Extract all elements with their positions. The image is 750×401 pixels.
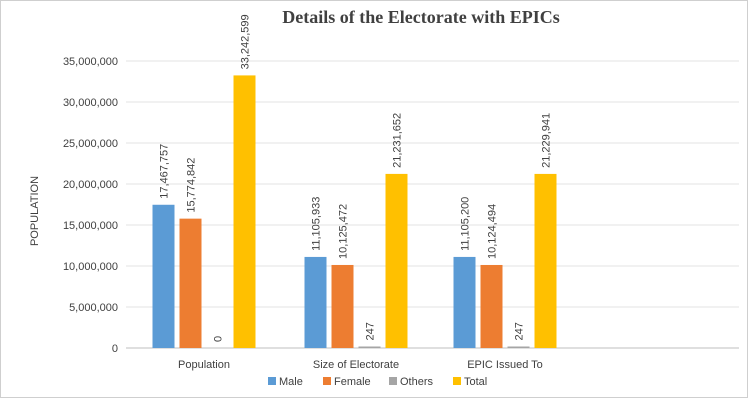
- data-labels: 17,467,757 15,774,842 0 33,242,599 11,105,93…: [159, 14, 553, 342]
- legend: Male Female Others Total: [268, 376, 487, 388]
- y-tick-label: 30,000,000: [63, 97, 118, 109]
- bar-others-1: [358, 346, 381, 348]
- bar-total-0: [233, 75, 256, 348]
- y-axis-ticks: 0 5,000,000 10,000,000 15,000,000 20,000,000…: [63, 56, 118, 355]
- legend-label: Male: [279, 376, 303, 388]
- data-label: 0: [213, 336, 225, 342]
- data-label: 11,105,933: [311, 197, 323, 251]
- chart-title: Details of the Electorate with EPICs: [282, 7, 559, 27]
- bar-total-1: [385, 173, 408, 348]
- legend-swatch-total: [453, 377, 461, 385]
- bar-female-1: [331, 264, 354, 348]
- y-tick-label: 20,000,000: [63, 179, 118, 191]
- bar-others-2: [507, 346, 530, 348]
- data-label: 21,229,941: [541, 113, 553, 168]
- data-label: 15,774,842: [186, 158, 198, 213]
- y-tick-label: 15,000,000: [63, 220, 118, 232]
- bar-female-0: [179, 218, 202, 348]
- y-tick-label: 0: [112, 343, 118, 355]
- gridlines: [126, 60, 739, 349]
- legend-label: Female: [334, 376, 371, 388]
- legend-swatch-female: [323, 377, 331, 385]
- data-label: 21,231,652: [392, 113, 404, 168]
- data-label: 247: [365, 322, 377, 340]
- bar-male-1: [304, 256, 327, 348]
- y-tick-label: 35,000,000: [63, 56, 118, 68]
- y-tick-label: 10,000,000: [63, 261, 118, 273]
- y-axis-label: POPULATION: [29, 176, 41, 246]
- bar-male-2: [453, 256, 476, 348]
- legend-label: Total: [464, 376, 487, 388]
- bar-female-2: [480, 264, 503, 348]
- x-tick-label: Size of Electorate: [313, 359, 399, 371]
- y-tick-label: 5,000,000: [69, 302, 118, 314]
- legend-label: Others: [400, 376, 434, 388]
- x-axis-ticks: Population Size of Electorate EPIC Issued …: [178, 359, 543, 371]
- bars: [152, 75, 557, 348]
- data-label: 11,105,200: [460, 197, 472, 251]
- legend-swatch-male: [268, 377, 276, 385]
- data-label: 247: [514, 322, 526, 340]
- legend-swatch-others: [389, 377, 397, 385]
- data-label: 17,467,757: [159, 144, 171, 199]
- x-tick-label: EPIC Issued To: [467, 359, 543, 371]
- bar-total-2: [534, 173, 557, 348]
- y-tick-label: 25,000,000: [63, 138, 118, 150]
- data-label: 10,125,472: [338, 204, 350, 259]
- bar-male-0: [152, 204, 175, 348]
- data-label: 33,242,599: [240, 14, 252, 69]
- data-label: 10,124,494: [487, 204, 499, 259]
- x-tick-label: Population: [178, 359, 230, 371]
